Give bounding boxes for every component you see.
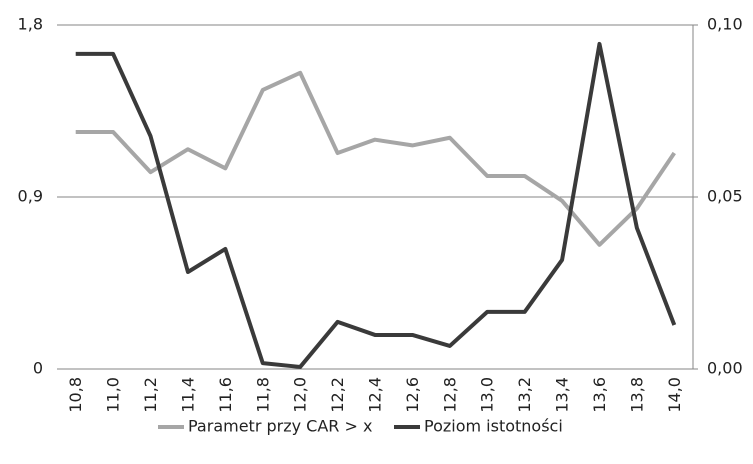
x-tick-label: 13,0: [478, 377, 497, 413]
y-tick-label: 1,8: [18, 15, 43, 34]
x-tick-label: 13,4: [553, 377, 572, 413]
line-series: [75, 70, 676, 247]
x-tick-label: 12,0: [291, 377, 310, 413]
x-tick-label: 10,8: [66, 377, 85, 413]
y-tick-label: 0,9: [18, 187, 43, 206]
legend-label: Poziom istotności: [424, 417, 563, 436]
x-tick-label: 11,2: [141, 377, 160, 413]
legend-label: Parametr przy CAR > x: [188, 417, 372, 436]
x-tick-label: 11,8: [253, 377, 272, 413]
x-tick-label: 12,2: [328, 377, 347, 413]
x-tick-label: 11,4: [178, 377, 197, 413]
x-tick-label: 12,4: [366, 377, 385, 413]
x-tick-label: 13,8: [627, 377, 646, 413]
x-tick-label: 13,6: [590, 377, 609, 413]
x-tick-label: 11,0: [104, 377, 123, 413]
x-tick-label: 11,6: [216, 377, 235, 413]
x-tick-label: 13,2: [515, 377, 534, 413]
y-tick-label: 0: [33, 359, 43, 378]
line-series: [75, 41, 677, 369]
x-tick-label: 12,6: [403, 377, 422, 413]
x-tick-label: 14,0: [665, 377, 684, 413]
x-tick-label: 12,8: [440, 377, 459, 413]
y2-tick-label: 0,10: [707, 15, 743, 34]
y2-tick-label: 0,05: [707, 187, 743, 206]
y2-tick-label: 0,00: [707, 359, 743, 378]
